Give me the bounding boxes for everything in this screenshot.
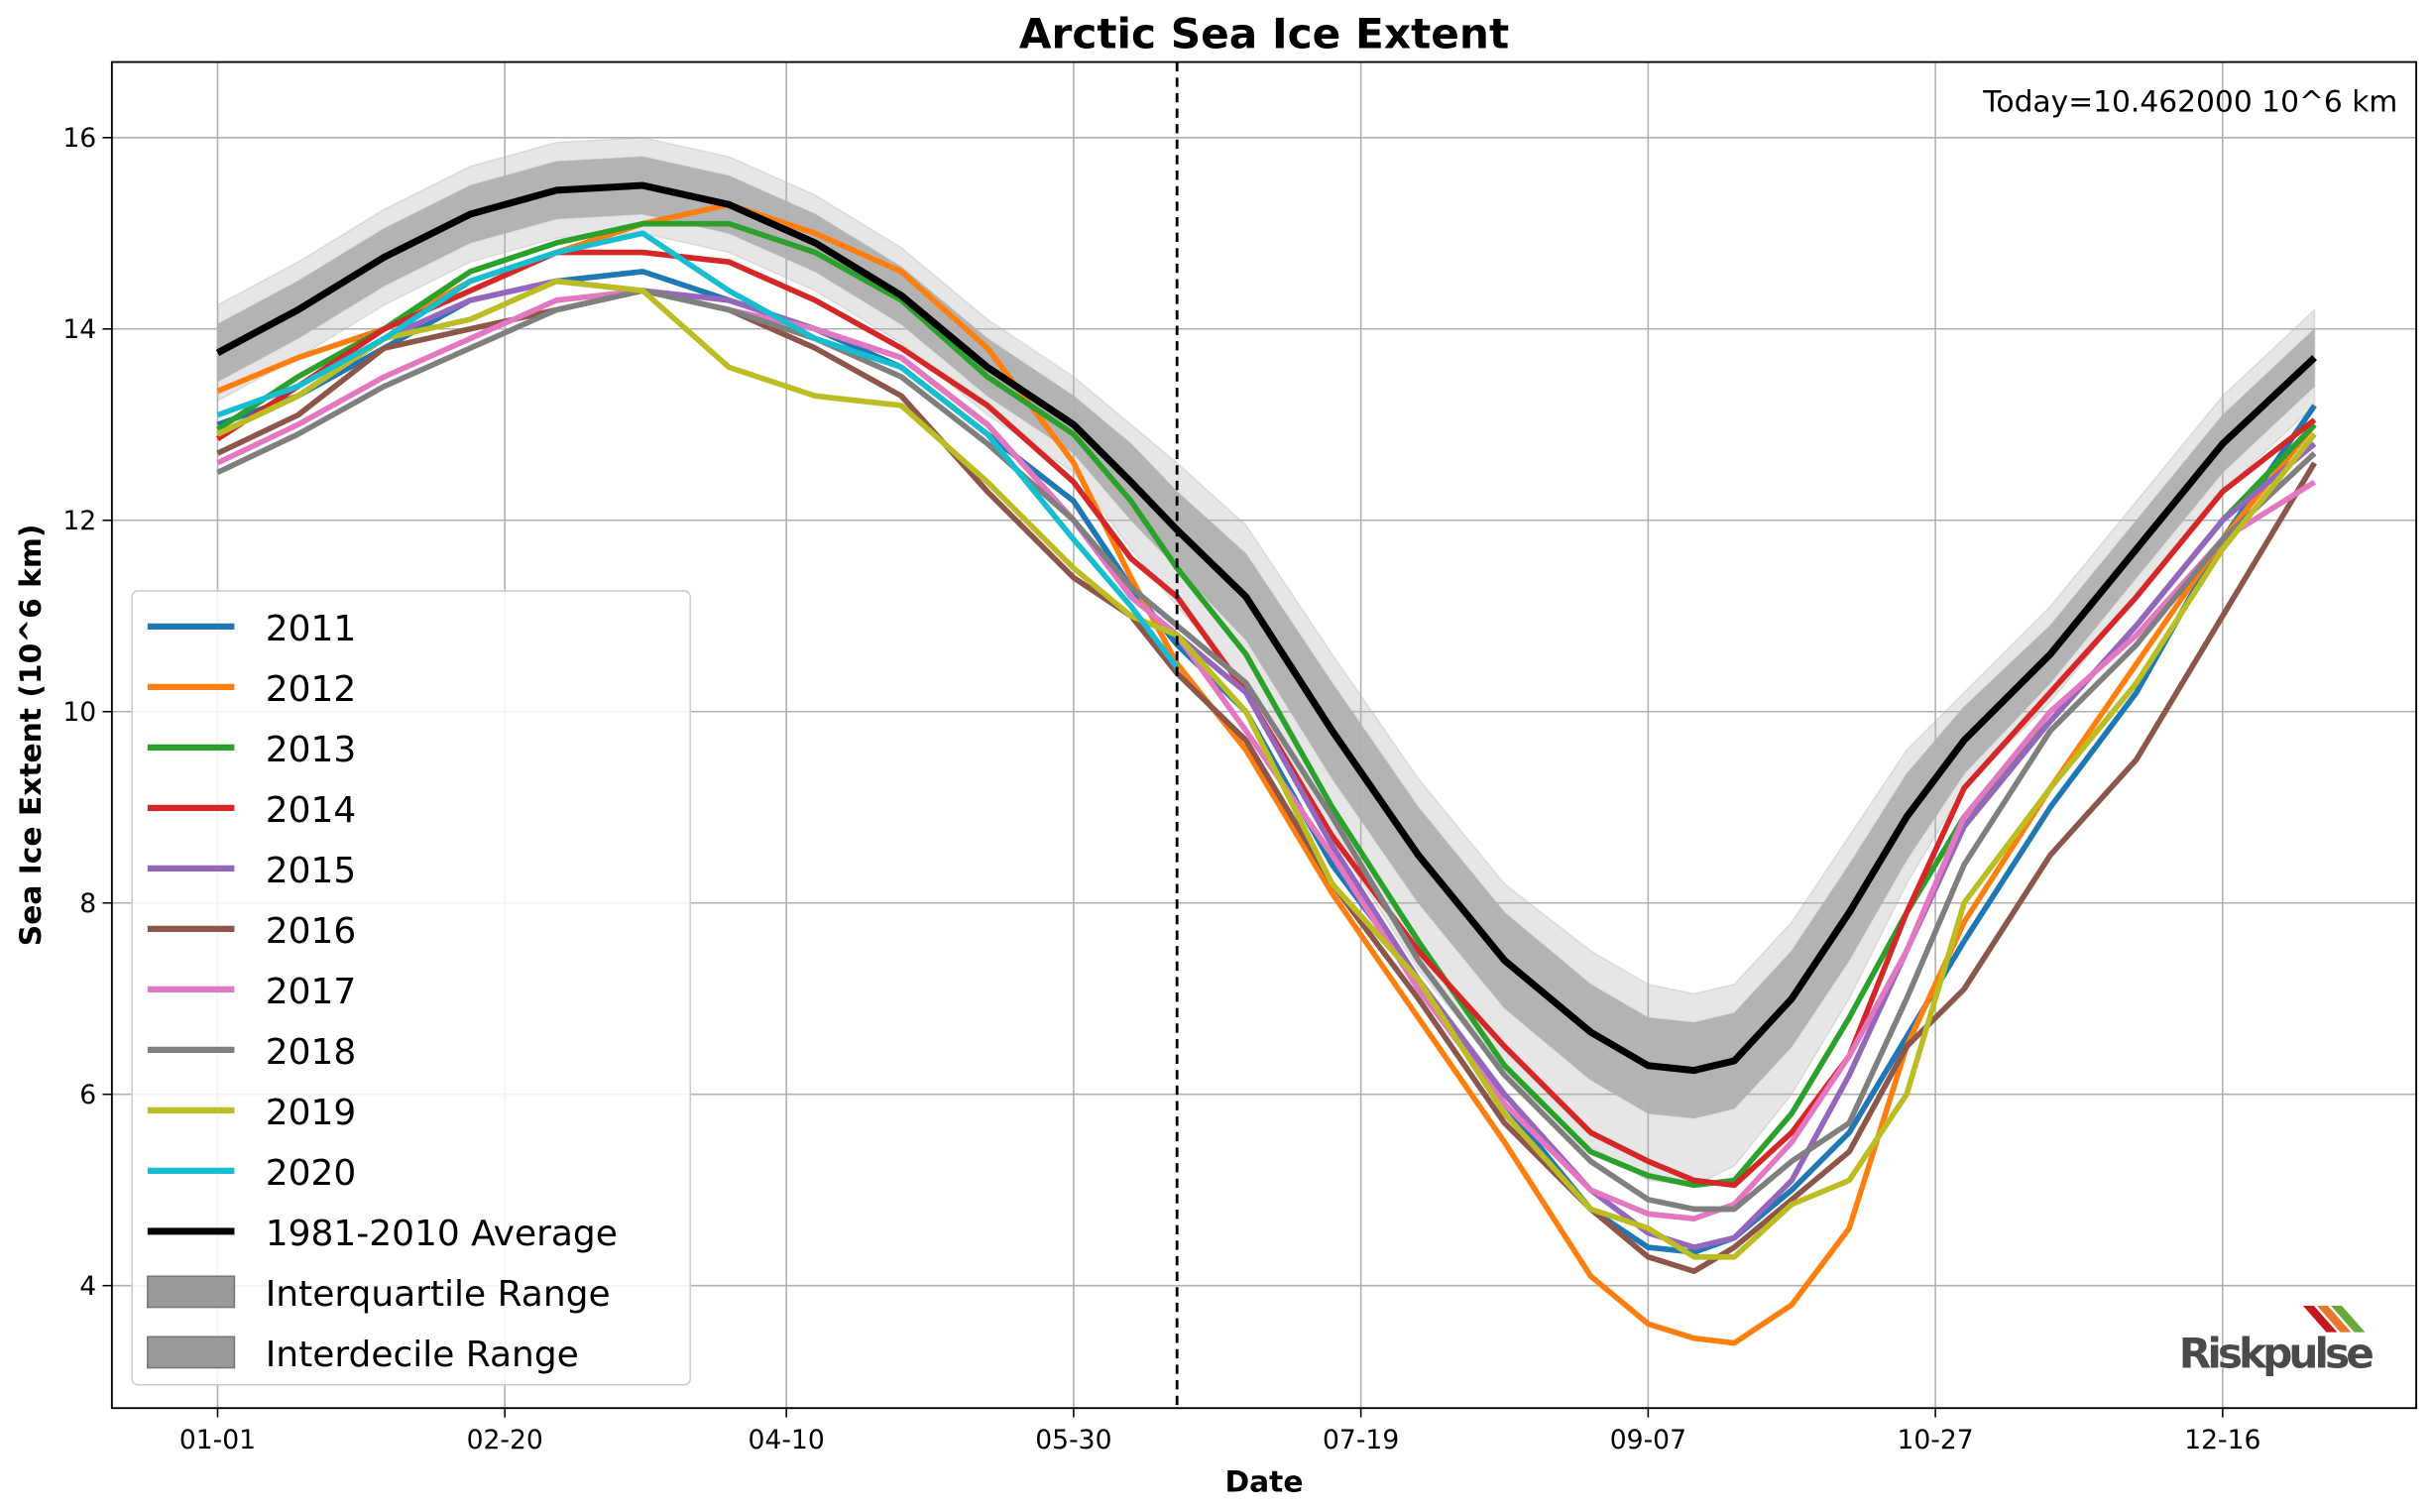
plot-frame [110, 60, 2418, 1410]
y-tick-label: 10 [62, 697, 96, 728]
x-tick-label: 10-27 [1897, 1425, 1973, 1455]
legend-label: 2017 [266, 972, 357, 1012]
x-tick-label: 12-16 [2184, 1425, 2260, 1455]
logo-stripe [2317, 1305, 2352, 1333]
series-line-2014 [215, 249, 2317, 1189]
series-line-2012 [216, 201, 2317, 1346]
series-line-2013 [215, 220, 2317, 1189]
logo-stripe [2331, 1305, 2366, 1333]
legend-label: 2019 [266, 1093, 357, 1133]
series-line-2018 [216, 288, 2317, 1213]
legend-label: 2020 [266, 1153, 357, 1194]
legend-swatch [147, 1336, 236, 1369]
interquartile-range-band [216, 156, 2316, 1119]
y-tick-label: 14 [62, 314, 96, 345]
legend-label: 2016 [266, 911, 357, 952]
y-tick-label: 8 [79, 888, 96, 919]
x-tick-label: 07-19 [1323, 1425, 1399, 1455]
x-tick-label: 04-10 [749, 1425, 825, 1455]
legend-swatch [147, 1275, 236, 1309]
legend-label: 1981-2010 Average [266, 1214, 618, 1254]
series-line-2020 [216, 230, 1180, 670]
legend-label: 2014 [266, 790, 357, 831]
riskpulse-logo: Riskpulse [2179, 1305, 2374, 1378]
legend-label: 2013 [266, 730, 357, 770]
series-lines [215, 181, 2317, 1346]
y-tick-label: 4 [79, 1271, 96, 1302]
y-tick-label: 16 [62, 123, 96, 154]
legend: 2011 2012 2013 2014 2015 2016 2017 2018 2019 2020… [131, 590, 692, 1386]
legend-label: 2018 [266, 1032, 357, 1073]
logo-text: Riskpulse [2179, 1330, 2374, 1378]
x-tick-label: 02-20 [467, 1425, 543, 1455]
x-tick-label: 05-30 [1035, 1425, 1111, 1455]
legend-label: 2012 [266, 669, 357, 710]
series-line-1981-2010-average [215, 181, 2317, 1075]
today-annotation: Today=10.462000 10^6 km [1982, 85, 2397, 120]
legend-label: Interdecile Range [266, 1335, 579, 1375]
x-axis-label: Date [1224, 1465, 1303, 1500]
legend-label: 2011 [266, 609, 357, 649]
legend-frame [131, 590, 692, 1386]
x-tick-label: 09-07 [1610, 1425, 1686, 1455]
y-axis-label: Sea Ice Extent (10^6 km) [14, 524, 49, 947]
series-line-2019 [216, 278, 2317, 1260]
chart-title: Arctic Sea Ice Extent [1019, 9, 1509, 58]
y-tick-label: 6 [79, 1080, 96, 1110]
y-tick-label: 12 [62, 506, 96, 536]
logo-stripes-icon [2302, 1305, 2366, 1333]
axis-ticks: 01-01 02-20 04-10 05-30 07-19 09-07 10-27 12-16… [62, 123, 2260, 1455]
series-line-2017 [216, 288, 2317, 1221]
x-tick-label: 01-01 [179, 1425, 256, 1455]
legend-label: Interquartile Range [266, 1274, 611, 1315]
logo-stripe [2302, 1305, 2338, 1333]
legend-label: 2015 [266, 851, 357, 891]
